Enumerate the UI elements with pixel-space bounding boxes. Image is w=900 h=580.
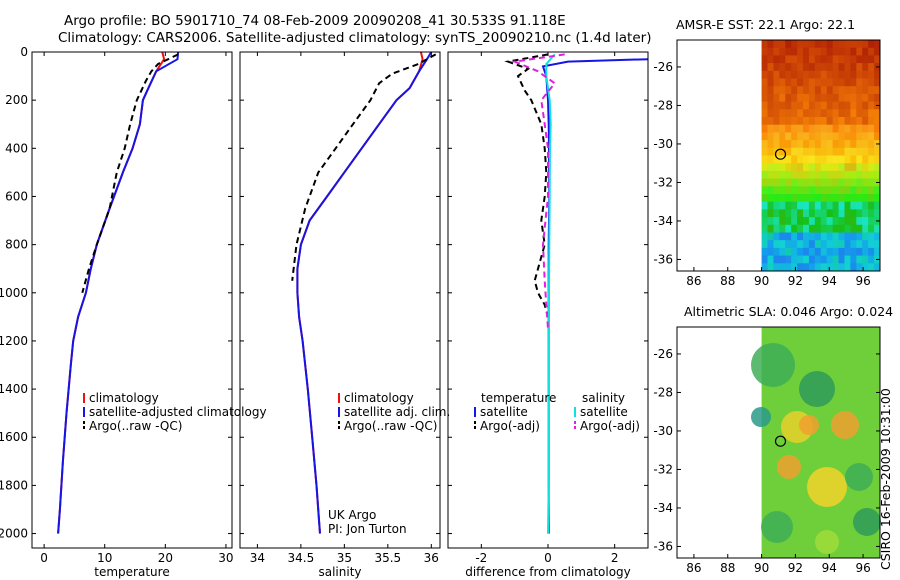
sst-ytick-label: -26 — [653, 60, 673, 74]
diff-legend-sal-sat: satellite — [580, 405, 628, 419]
sla-xtick-label: 92 — [788, 561, 803, 575]
panel-difference — [447, 51, 649, 549]
map-sst — [676, 39, 881, 272]
difference-xlabel: difference from climatology — [465, 565, 631, 579]
temp-legend-sat: satellite-adjusted climatology — [89, 405, 267, 419]
salinity-xlabel: salinity — [318, 565, 361, 579]
depth-tick-label: 200 — [5, 93, 28, 107]
map-sla — [676, 326, 881, 559]
sst-panel-title: AMSR-E SST: 22.1 Argo: 22.1 — [676, 17, 856, 32]
sla-ytick-label: -28 — [653, 385, 673, 399]
depth-tick-label: 1800 — [0, 478, 28, 492]
salinity-series-2 — [291, 53, 437, 281]
temp-legend-argo: Argo(..raw -QC) — [89, 419, 182, 433]
uk-argo-label: UK Argo — [328, 508, 376, 522]
sst-xtick-label: 92 — [788, 274, 803, 288]
salinity-xtick-label: 34 — [250, 551, 265, 565]
depth-tick-label: 0 — [20, 45, 28, 59]
salinity-xtick-label: 36 — [424, 551, 439, 565]
depth-tick-label: 400 — [5, 141, 28, 155]
depth-tick-label: 600 — [5, 189, 28, 203]
difference-series-3 — [510, 53, 565, 329]
temperature-xlabel: temperature — [94, 565, 169, 579]
sst-ytick-label: -28 — [653, 98, 673, 112]
salinity-xtick-label: 34.5 — [288, 551, 315, 565]
sla-ytick-label: -26 — [653, 347, 673, 361]
sal-legend-sat: satellite adj. clim. — [344, 405, 450, 419]
difference-series-0 — [541, 58, 648, 534]
panel-salinity — [239, 51, 441, 549]
temperature-xtick-label: 20 — [158, 551, 173, 565]
temperature-series-0 — [57, 52, 166, 534]
temperature-xtick-label: 0 — [40, 551, 48, 565]
sla-panel-title: Altimetric SLA: 0.046 Argo: 0.024 — [684, 304, 894, 319]
sla-axes-frame — [676, 326, 881, 559]
temperature-xtick-label: 30 — [218, 551, 233, 565]
difference-series-1 — [504, 53, 549, 318]
difference-xtick-label: 2 — [611, 551, 619, 565]
sst-ytick-label: -30 — [653, 137, 673, 151]
sst-xtick-label: 96 — [855, 274, 870, 288]
sla-ytick-label: -32 — [653, 462, 673, 476]
salinity-xtick-label: 35 — [337, 551, 352, 565]
sst-xtick-label: 94 — [822, 274, 837, 288]
header-line-1: Argo profile: BO 5901710_74 08-Feb-2009 … — [64, 13, 566, 29]
salinity-xtick-label: 35.5 — [374, 551, 401, 565]
temp-legend-clim: climatology — [89, 391, 159, 405]
diff-legend-sal-argo: Argo(-adj) — [580, 419, 640, 433]
panel-temperature — [31, 51, 233, 549]
sst-argo-marker — [774, 148, 787, 160]
difference-xtick-label: 0 — [544, 551, 552, 565]
sla-ytick-label: -34 — [653, 501, 673, 515]
sst-ytick-label: -32 — [653, 175, 673, 189]
diff-legend-temp-argo: Argo(-adj) — [480, 419, 540, 433]
sla-xtick-label: 86 — [686, 561, 701, 575]
difference-xtick-label: -2 — [475, 551, 487, 565]
diff-legend-temp-sat: satellite — [480, 405, 528, 419]
depth-tick-label: 1000 — [0, 286, 28, 300]
diff-legend-temp-header: temperature — [481, 391, 556, 405]
sla-argo-marker — [774, 435, 787, 447]
sst-xtick-label: 88 — [720, 274, 735, 288]
pi-label: PI: Jon Turton — [328, 522, 407, 536]
depth-tick-label: 800 — [5, 238, 28, 252]
depth-tick-label: 1200 — [0, 334, 28, 348]
header-line-2: Climatology: CARS2006. Satellite-adjuste… — [58, 30, 652, 46]
sal-legend-argo: Argo(..raw -QC) — [344, 419, 437, 433]
sla-xtick-label: 94 — [822, 561, 837, 575]
sla-ytick-label: -30 — [653, 424, 673, 438]
salinity-series-1 — [296, 52, 433, 534]
sst-xtick-label: 86 — [686, 274, 701, 288]
temperature-axes-frame — [31, 51, 233, 549]
temperature-series-2 — [81, 53, 179, 294]
depth-tick-label: 2000 — [0, 527, 28, 541]
salinity-axes-frame — [239, 51, 441, 549]
sal-legend-clim: climatology — [344, 391, 414, 405]
sst-ytick-label: -36 — [653, 252, 673, 266]
sst-xtick-label: 90 — [754, 274, 769, 288]
diff-legend-sal-header: salinity — [582, 391, 625, 405]
temperature-xtick-label: 10 — [97, 551, 112, 565]
temperature-series-1 — [57, 52, 180, 534]
sla-ytick-label: -36 — [653, 539, 673, 553]
difference-series-2 — [545, 53, 556, 534]
depth-tick-label: 1400 — [0, 382, 28, 396]
sst-ytick-label: -34 — [653, 214, 673, 228]
sla-xtick-label: 96 — [855, 561, 870, 575]
sst-axes-frame — [676, 39, 881, 272]
sla-xtick-label: 88 — [720, 561, 735, 575]
salinity-series-0 — [296, 52, 424, 534]
depth-tick-label: 1600 — [0, 430, 28, 444]
sla-xtick-label: 90 — [754, 561, 769, 575]
